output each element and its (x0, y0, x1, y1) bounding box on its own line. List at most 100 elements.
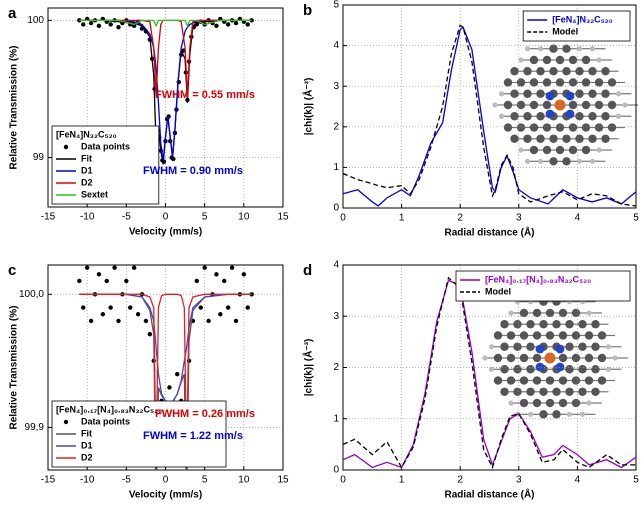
molecule (482, 297, 628, 419)
legend-label: [FeN₄]N₃₂C₅₂₀ (552, 14, 613, 24)
annotation: FWHM = 0.55 mm/s (155, 89, 255, 101)
series-line (343, 276, 636, 470)
x-tick-label: -15 (41, 212, 56, 223)
atom (571, 376, 581, 385)
atom (562, 134, 571, 143)
legend-label: Model (552, 26, 578, 36)
data-point (183, 478, 187, 482)
atom (565, 365, 574, 374)
series-line (79, 19, 252, 96)
molecule (492, 44, 638, 166)
atom (586, 400, 592, 406)
series-line (79, 293, 252, 461)
atom (552, 410, 561, 419)
atom (588, 134, 597, 143)
atom (524, 158, 531, 164)
atom (532, 376, 542, 385)
series-line (79, 19, 252, 28)
atom (612, 355, 618, 361)
atom (601, 89, 610, 98)
atom (568, 123, 578, 132)
atom (588, 89, 597, 98)
atom (565, 342, 574, 351)
atom (584, 376, 594, 385)
legend-label: Model (485, 286, 511, 296)
atom (513, 365, 522, 374)
x-axis-label: Velocity (mm/s) (129, 227, 202, 238)
legend-label: D2 (81, 177, 93, 187)
data-point (116, 318, 121, 324)
atom (539, 387, 548, 396)
atom (510, 67, 519, 76)
data-point (218, 312, 223, 317)
atom (529, 78, 539, 87)
x-tick-label: 15 (277, 475, 289, 486)
legend-label: Sextet (81, 189, 108, 199)
n-atom (555, 344, 565, 354)
atom (529, 145, 539, 155)
data-point (124, 278, 129, 284)
atom (578, 387, 587, 396)
y-axis-label: |chi(k)| (Å⁻³) (302, 78, 315, 136)
plot-frame (342, 264, 637, 471)
atom (545, 308, 555, 318)
atom (571, 353, 581, 363)
atom (526, 342, 535, 351)
atom (526, 387, 535, 396)
atom (575, 112, 584, 121)
atom (601, 67, 610, 76)
data-point (96, 23, 102, 29)
panel-label: b (303, 2, 312, 19)
series-line (343, 24, 636, 207)
x-tick-label: 4 (575, 213, 581, 224)
atom (498, 113, 505, 119)
n-atom (535, 344, 545, 354)
atom (518, 147, 524, 153)
x-tick-label: 2 (457, 213, 463, 224)
data-point (131, 265, 137, 270)
data-point (128, 305, 133, 310)
y-tick-label: 2 (333, 121, 339, 132)
series-line (79, 19, 252, 161)
x-tick-label: 5 (202, 212, 208, 223)
atom (575, 134, 584, 143)
atom (605, 366, 612, 372)
legend-box (522, 10, 631, 42)
atom (555, 78, 565, 87)
atom (594, 100, 604, 110)
y-tick-label: 5 (333, 0, 339, 11)
atom (500, 320, 509, 329)
atom (549, 44, 558, 53)
atom (545, 398, 555, 408)
atom (500, 342, 509, 351)
atom (555, 145, 565, 155)
legend-label: Fit (81, 428, 92, 438)
n-atom (545, 91, 555, 101)
atom (588, 67, 597, 76)
atom (542, 145, 552, 155)
y-tick-label: 3 (333, 311, 339, 322)
y-axis-label: Relative Transmission (%) (9, 46, 20, 170)
atom (529, 55, 539, 65)
atom (605, 344, 612, 350)
atom (579, 411, 586, 417)
atom (568, 100, 578, 110)
data-point (88, 318, 94, 324)
series-line (343, 279, 636, 469)
atom (536, 67, 545, 76)
atom (537, 158, 544, 164)
atom (498, 91, 505, 97)
x-tick-label: 1 (399, 213, 405, 224)
data-point (229, 265, 235, 270)
atom (558, 353, 568, 363)
atom (578, 320, 587, 329)
atom (575, 89, 584, 98)
atom (545, 376, 555, 385)
atom (536, 134, 545, 143)
atom (523, 67, 532, 76)
atom (581, 78, 591, 87)
annotation: FWHM = 1.22 mm/s (143, 430, 243, 442)
atom (576, 46, 583, 52)
atom (510, 112, 519, 121)
data-point (96, 272, 102, 277)
